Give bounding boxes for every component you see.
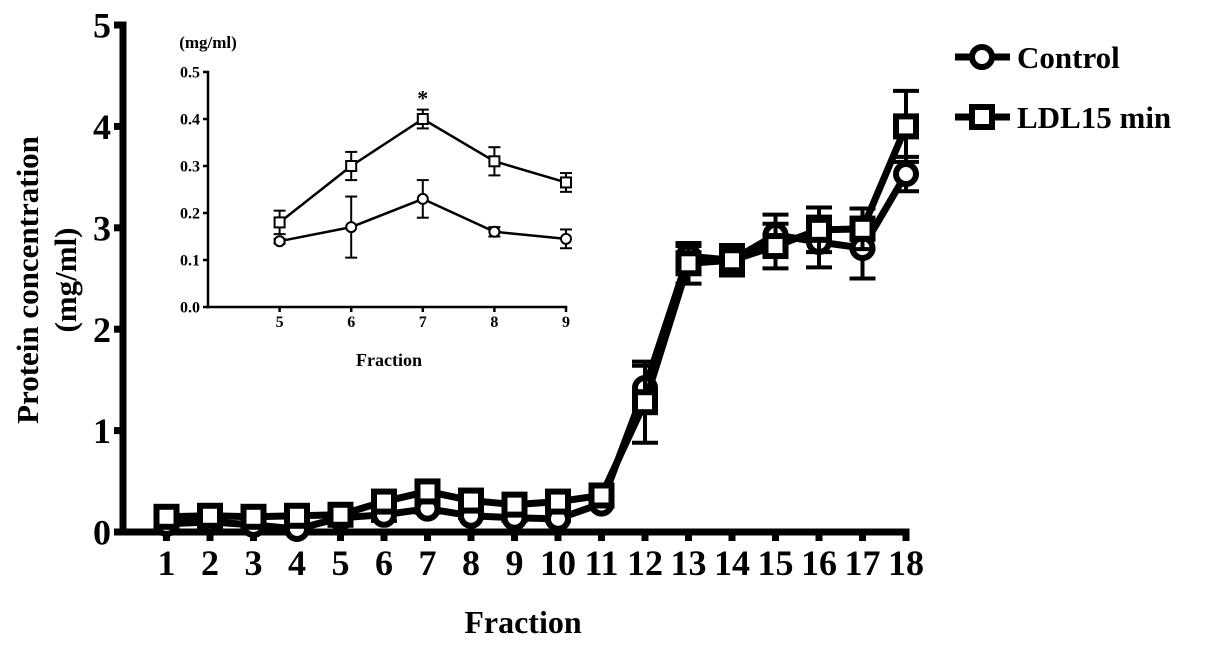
data-point — [416, 113, 429, 125]
series-control — [273, 179, 572, 259]
x-tick-label: 11 — [584, 543, 618, 583]
y-tick-label: 2 — [93, 310, 111, 350]
data-point — [632, 389, 658, 416]
data-point — [273, 216, 286, 229]
inset-plot: 0.0 0.1 0.2 0.3 0.4 0.5 5 6 7 8 9 (mg/ml) Fraction * — [179, 33, 572, 370]
y-tick-label: 3 — [93, 208, 111, 248]
data-point — [416, 192, 429, 205]
data-point — [240, 503, 267, 530]
x-tick-label: 14 — [714, 543, 750, 583]
y-tick-label: 0 — [93, 513, 111, 553]
y-tick-label: 0.4 — [180, 112, 200, 129]
x-tick-label: 6 — [347, 314, 355, 331]
data-point — [345, 160, 358, 172]
series-control — [153, 154, 919, 542]
data-point — [327, 501, 354, 528]
data-point — [893, 113, 919, 140]
legend-label: LDL15 min — [1017, 100, 1171, 135]
data-point — [345, 221, 358, 234]
significance-marker: * — [417, 86, 428, 111]
data-point — [806, 216, 832, 243]
x-tick-label: 5 — [332, 543, 350, 583]
data-point — [153, 503, 180, 530]
legend-item-control: Control — [955, 40, 1120, 75]
data-point — [284, 502, 310, 529]
data-point — [197, 502, 223, 529]
inset-y-axis-title: (mg/ml) — [179, 33, 237, 52]
x-tick-label: 7 — [419, 543, 437, 583]
y-tick-label: 0.1 — [180, 253, 200, 270]
x-tick-label: 5 — [276, 314, 284, 331]
data-point — [849, 215, 876, 242]
legend-item-ldl15min: LDL15 min — [955, 100, 1171, 135]
x-tick-label: 15 — [758, 543, 794, 583]
legend-label: Control — [1017, 40, 1120, 75]
data-point — [414, 478, 441, 505]
x-tick-label: 6 — [375, 543, 393, 583]
data-point — [560, 232, 572, 245]
data-point — [893, 161, 919, 188]
x-tick-label: 9 — [562, 314, 570, 331]
x-tick-label: 7 — [419, 314, 427, 331]
y-tick-label: 1 — [93, 411, 111, 451]
x-tick-label: 8 — [462, 543, 480, 583]
x-tick-label: 12 — [627, 543, 663, 583]
y-tick-label: 0.0 — [180, 300, 200, 317]
x-tick-label: 3 — [245, 543, 263, 583]
legend-marker — [969, 44, 995, 70]
y-tick-label: 5 — [93, 6, 111, 46]
data-point — [273, 235, 286, 248]
data-point — [560, 176, 572, 189]
x-tick-label: 16 — [801, 543, 837, 583]
y-tick-label: 0.5 — [180, 65, 200, 82]
y-axis-title-line-2: (mg/ml) — [48, 227, 83, 332]
y-tick-label: 4 — [93, 107, 111, 147]
data-point — [675, 250, 702, 277]
legend: Control LDL15 min — [955, 40, 1171, 135]
x-tick-label: 8 — [490, 314, 498, 331]
data-point — [458, 487, 484, 514]
data-point — [371, 488, 397, 515]
x-tick-label: 2 — [201, 543, 219, 583]
x-tick-label: 1 — [158, 543, 176, 583]
x-axis-title: Fraction — [464, 604, 582, 640]
x-tick-label: 4 — [288, 543, 306, 583]
data-point — [488, 155, 501, 168]
data-point — [588, 482, 615, 509]
x-tick-label: 10 — [540, 543, 576, 583]
y-axis-title: Protein concentration(mg/ml) — [10, 136, 83, 424]
x-tick-label: 9 — [506, 543, 524, 583]
data-point — [545, 488, 571, 515]
x-tick-label: 18 — [888, 543, 924, 583]
y-axis-title-line-1: Protein concentration — [10, 136, 45, 424]
data-point — [488, 225, 501, 238]
y-tick-label: 0.3 — [180, 159, 200, 176]
y-tick-label: 0.2 — [180, 206, 200, 223]
data-point — [762, 233, 789, 260]
series-ldl15min — [153, 88, 919, 530]
series-ldl15min — [273, 108, 572, 236]
data-point — [501, 491, 528, 518]
inset-x-axis-title: Fraction — [356, 350, 422, 370]
x-tick-label: 13 — [671, 543, 707, 583]
legend-marker — [969, 104, 995, 130]
x-tick-label: 17 — [845, 543, 881, 583]
data-point — [719, 247, 745, 274]
